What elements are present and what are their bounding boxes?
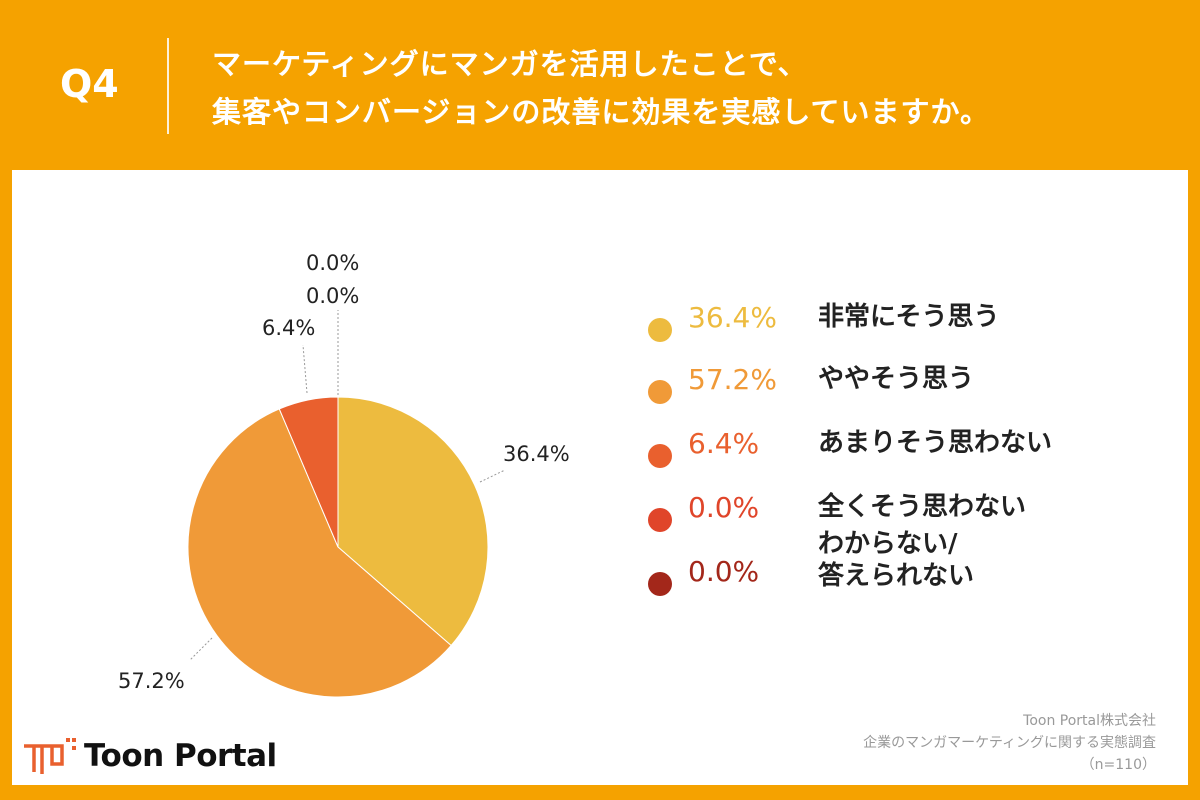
- legend-swatch: [648, 508, 672, 532]
- legend-label: ややそう思う: [818, 364, 975, 394]
- title-line-2: 集客やコンバージョンの改善に効果を実感していますか。: [212, 95, 990, 129]
- legend-label: 全くそう思わない: [818, 492, 1027, 522]
- toon-portal-logo-icon: [24, 738, 76, 774]
- source-sample-size: （n=110）: [1080, 757, 1156, 773]
- data-label-4: 0.0%: [306, 251, 359, 275]
- legend-item: 57.2% ややそう思う: [648, 363, 974, 404]
- legend-percent: 36.4%: [688, 301, 777, 334]
- data-label-2: 57.2%: [118, 669, 185, 693]
- source-company: Toon Portal株式会社: [1023, 713, 1156, 729]
- pie-slice-2: [187, 408, 452, 698]
- leader-line-3: [302, 344, 308, 394]
- legend-percent: 0.0%: [688, 491, 760, 524]
- logo: Toon Portal: [22, 736, 277, 776]
- legend-label: 非常にそう思う: [818, 302, 1000, 332]
- data-label-5: 0.0%: [306, 284, 359, 308]
- pie-slice-3: [278, 396, 339, 548]
- divider: [167, 38, 169, 134]
- legend-item: 6.4% あまりそう思わない: [648, 427, 1052, 468]
- legend-percent: 0.0%: [688, 555, 760, 588]
- leader-line-1: [479, 469, 506, 483]
- question-number: Q4: [60, 62, 119, 106]
- source-note: Toon Portal株式会社 企業のマンガマーケティングに関する実態調査 （n…: [863, 710, 1156, 776]
- data-label-1: 36.4%: [503, 442, 570, 466]
- page-title: マーケティングにマンガを活用したことで、 集客やコンバージョンの改善に効果を実感…: [212, 40, 990, 136]
- legend-swatch: [648, 318, 672, 342]
- pie-slice-1: [337, 396, 489, 647]
- source-survey: 企業のマンガマーケティングに関する実態調査: [863, 735, 1156, 751]
- leader-line-2: [189, 637, 213, 661]
- legend-percent: 6.4%: [688, 427, 760, 460]
- legend-swatch: [648, 444, 672, 468]
- legend-swatch: [648, 572, 672, 596]
- legend-percent: 57.2%: [688, 363, 777, 396]
- legend-label: あまりそう思わない: [818, 428, 1053, 458]
- title-line-1: マーケティングにマンガを活用したことで、: [212, 47, 808, 81]
- legend-item: 0.0% 全くそう思わない: [648, 491, 1026, 532]
- legend-label: わからない/ 答えられない: [818, 529, 975, 591]
- logo-text: Toon Portal: [84, 738, 277, 774]
- legend-swatch: [648, 380, 672, 404]
- legend-item: 0.0% わからない/ 答えられない: [648, 529, 974, 596]
- data-label-3: 6.4%: [262, 316, 315, 340]
- legend-item: 36.4% 非常にそう思う: [648, 301, 999, 342]
